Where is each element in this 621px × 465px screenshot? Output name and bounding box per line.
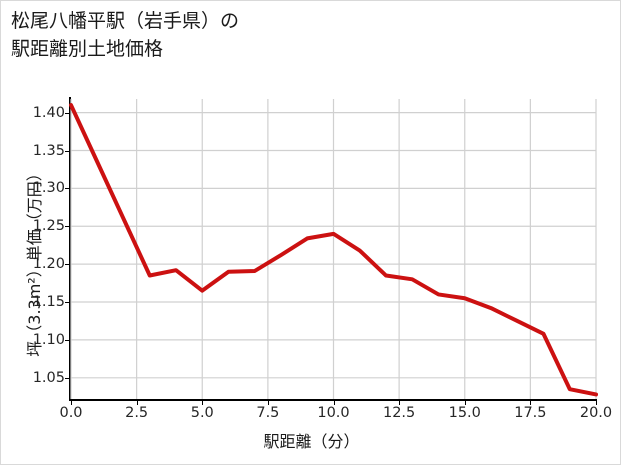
y-tick-mark xyxy=(65,226,69,228)
y-tick-label: 1.10 xyxy=(32,331,65,348)
y-tick-label: 1.40 xyxy=(32,104,65,121)
y-tick-mark xyxy=(65,264,69,266)
y-tick-label: 1.35 xyxy=(32,142,65,159)
data-series-layer xyxy=(69,103,598,397)
x-tick-label: 20.0 xyxy=(579,405,613,421)
y-tick-mark xyxy=(65,188,69,190)
x-tick-mark xyxy=(71,401,72,405)
x-tick-label: 12.5 xyxy=(382,405,416,421)
x-tick-label: 10.0 xyxy=(317,405,350,421)
x-tick-label: 0.0 xyxy=(59,405,83,421)
x-tick-mark xyxy=(399,401,401,405)
y-tick-label: 1.15 xyxy=(32,294,65,311)
price-line xyxy=(69,103,598,397)
x-axis-title: 駅距離（分） xyxy=(263,432,360,451)
x-tick-mark xyxy=(464,401,466,405)
gridlines xyxy=(70,99,597,399)
x-tick-label: 5.0 xyxy=(190,405,214,421)
x-axis-spine xyxy=(69,399,597,401)
x-tick-label: 15.0 xyxy=(448,405,481,421)
y-tick-label: 1.30 xyxy=(32,180,65,197)
y-tick-label: 1.20 xyxy=(32,256,65,273)
x-tick-mark xyxy=(267,401,269,405)
x-tick-mark xyxy=(136,401,138,405)
plot-area xyxy=(69,99,598,399)
page-title: 松尾八幡平駅（岩手県）の 駅距離別土地価格 xyxy=(11,10,240,60)
x-tick-mark xyxy=(530,401,532,405)
x-tick-mark xyxy=(596,401,597,405)
y-tick-label: 1.05 xyxy=(32,369,65,386)
y-tick-mark xyxy=(65,377,69,379)
y-tick-mark xyxy=(65,339,69,341)
y-axis-spine xyxy=(69,97,71,401)
y-tick-mark xyxy=(65,112,69,114)
x-tick-label: 2.5 xyxy=(125,405,149,421)
y-tick-mark xyxy=(65,302,69,304)
y-tick-label: 1.25 xyxy=(32,218,65,235)
x-tick-mark xyxy=(202,401,204,405)
x-tick-label: 7.5 xyxy=(256,405,280,421)
y-tick-mark xyxy=(65,150,69,152)
x-tick-mark xyxy=(333,401,335,405)
x-tick-label: 17.5 xyxy=(514,405,547,421)
y-axis-tick-labels: 1.05 1.10 1.15 1.20 1.25 1.30 1.35 1.40 xyxy=(1,1,65,464)
y-axis-title: 坪（3.3m²）単価（万円） xyxy=(25,165,44,357)
